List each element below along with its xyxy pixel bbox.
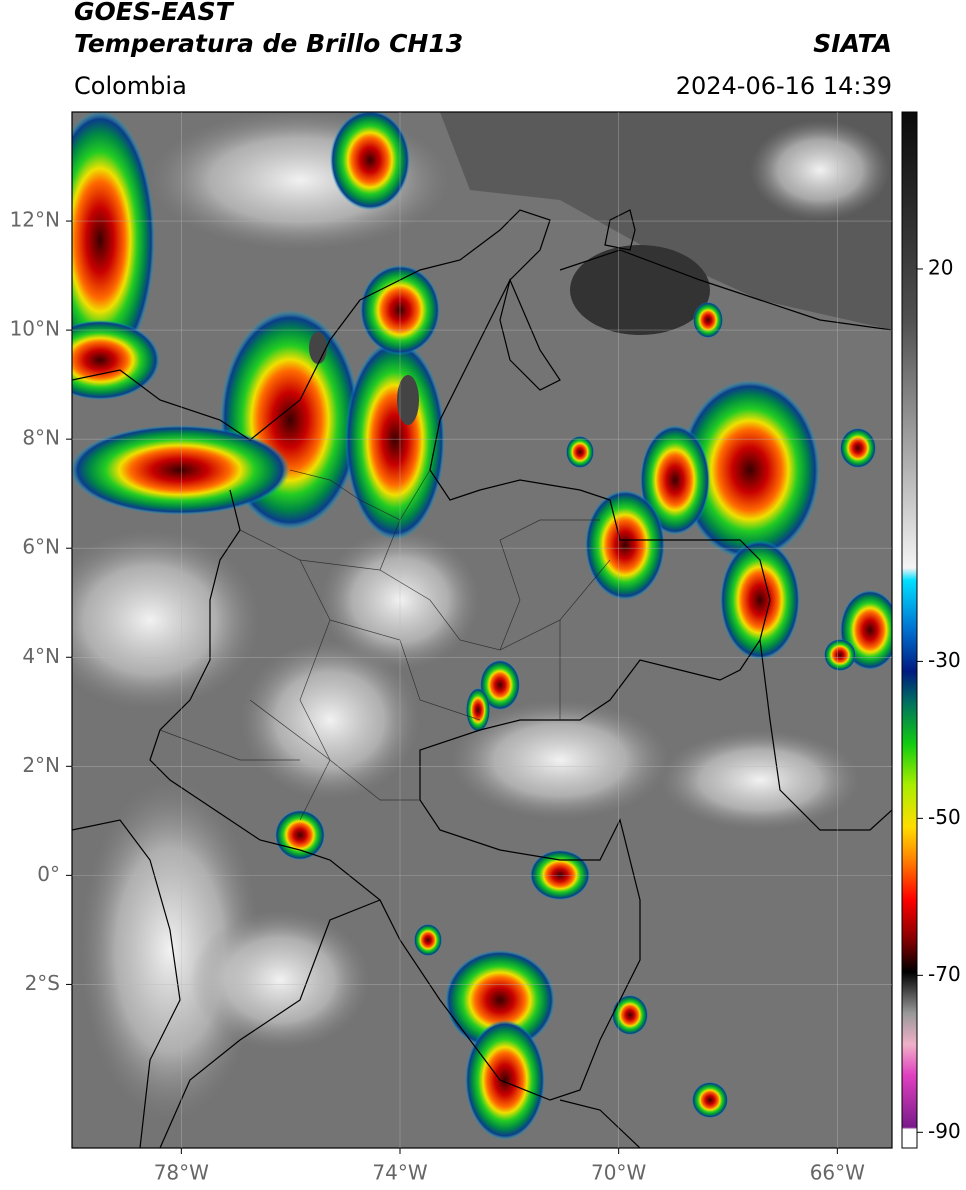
region: Colombia [74, 72, 187, 100]
x-tick-label: 66°W [810, 1161, 865, 1185]
colorbar-tick-label: -50 [928, 805, 961, 829]
colorbar-tick-label: -30 [928, 648, 961, 672]
y-tick-label: 8°N [22, 426, 60, 450]
y-tick-label: 10°N [10, 317, 60, 341]
x-tick-label: 74°W [372, 1161, 427, 1185]
x-tick-label: 78°W [154, 1161, 209, 1185]
graticule [72, 112, 892, 1148]
map-frame [71, 111, 893, 1149]
colorbar [901, 111, 918, 1149]
colorbar-tick-label: -70 [928, 962, 961, 986]
y-tick-label: 2°S [25, 971, 60, 995]
y-tick-label: 0° [37, 862, 60, 886]
colorbar-tick-label: 20 [928, 255, 953, 279]
y-tick-label: 4°N [22, 644, 60, 668]
y-tick-label: 12°N [10, 208, 60, 232]
satellite-image [72, 112, 892, 1148]
y-tick-label: 6°N [22, 535, 60, 559]
x-tick-label: 70°W [591, 1161, 646, 1185]
colorbar-tick-label: -90 [928, 1119, 961, 1143]
subtitle: Temperatura de Brillo CH13 [74, 29, 463, 58]
title: GOES-EAST [74, 0, 235, 26]
y-tick-label: 2°N [22, 753, 60, 777]
timestamp: 2024-06-16 14:39 [676, 72, 892, 100]
source: SIATA [813, 29, 892, 58]
